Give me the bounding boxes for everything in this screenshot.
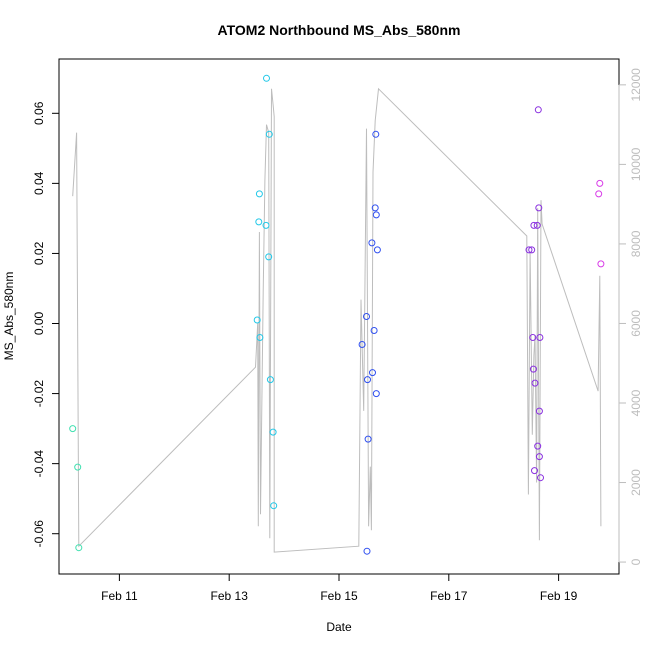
data-point <box>364 435 372 443</box>
data-point <box>370 327 378 334</box>
x-tick-label: Feb 15 <box>320 589 358 603</box>
data-point <box>372 390 380 398</box>
data-point <box>363 313 370 320</box>
data-point <box>75 544 83 552</box>
x-tick-label: Feb 13 <box>211 589 249 603</box>
data-point <box>529 365 537 373</box>
data-point <box>262 221 270 229</box>
data-point <box>596 179 604 187</box>
y2-axis-right: 0 2000 4000 6000 8000 10000 12000 <box>618 68 643 565</box>
data-point <box>256 334 264 341</box>
data-point <box>74 463 82 471</box>
x-tick-label: Feb 19 <box>540 589 578 603</box>
data-point <box>534 106 542 114</box>
data-point <box>266 376 274 384</box>
y-axis-label: MS_Abs_580nm <box>2 272 16 361</box>
data-point <box>534 442 542 450</box>
x-tick-label: Feb 11 <box>101 589 138 603</box>
chart-title: ATOM2 Northbound MS_Abs_580nm <box>218 22 461 38</box>
y2-tick-label: 2000 <box>629 469 643 496</box>
data-point <box>533 221 541 229</box>
data-point <box>537 474 544 482</box>
data-point <box>535 453 543 461</box>
data-point <box>369 369 376 377</box>
data-point <box>531 379 539 387</box>
data-point <box>255 218 263 226</box>
y-tick-label: -0.04 <box>32 450 46 478</box>
data-point <box>535 204 543 212</box>
x-tick-label: Feb 17 <box>430 589 468 603</box>
y-tick-label: -0.06 <box>32 520 46 548</box>
data-point <box>530 221 538 229</box>
data-point <box>364 376 371 384</box>
data-point <box>536 334 544 341</box>
data-point <box>525 246 533 254</box>
y-tick-label: 0.02 <box>32 241 46 265</box>
data-point <box>371 204 379 212</box>
data-point <box>263 74 270 82</box>
data-point <box>265 253 273 261</box>
data-point <box>595 190 603 198</box>
secondary-line-layer <box>72 87 602 553</box>
y2-tick-label: 6000 <box>629 310 643 337</box>
y2-tick-label: 4000 <box>629 389 643 416</box>
y2-tick-label: 10000 <box>629 147 643 181</box>
data-point <box>529 334 537 341</box>
y2-tick-label: 8000 <box>629 230 643 257</box>
data-point <box>253 316 261 324</box>
y-axis: -0.06 -0.04 -0.02 0.00 0.02 0.04 0.06 <box>32 101 60 548</box>
x-axis: Feb 11 Feb 13 Feb 15 Feb 17 Feb 19 <box>101 573 578 603</box>
plot-frame <box>58 58 620 575</box>
points-layer <box>69 74 605 555</box>
y2-tick-label: 12000 <box>629 68 643 102</box>
data-point <box>528 246 536 254</box>
data-point <box>535 407 543 415</box>
data-point <box>531 467 538 475</box>
data-point <box>368 239 376 247</box>
data-point <box>270 502 278 510</box>
y-tick-label: -0.02 <box>32 380 46 408</box>
y-tick-label: 0.00 <box>32 312 46 336</box>
data-point <box>372 130 380 138</box>
y-tick-label: 0.06 <box>32 101 46 125</box>
data-point <box>373 246 381 254</box>
secondary-series-line <box>72 87 602 553</box>
y2-tick-label: 0 <box>629 558 643 565</box>
data-point <box>363 547 371 555</box>
x-axis-label: Date <box>326 620 352 634</box>
data-point <box>255 190 263 198</box>
data-point <box>358 341 366 348</box>
y-tick-label: 0.04 <box>32 171 46 195</box>
data-point <box>269 428 277 436</box>
data-point <box>265 130 273 138</box>
data-point <box>372 211 380 219</box>
data-point <box>597 260 605 268</box>
data-point <box>69 425 77 433</box>
